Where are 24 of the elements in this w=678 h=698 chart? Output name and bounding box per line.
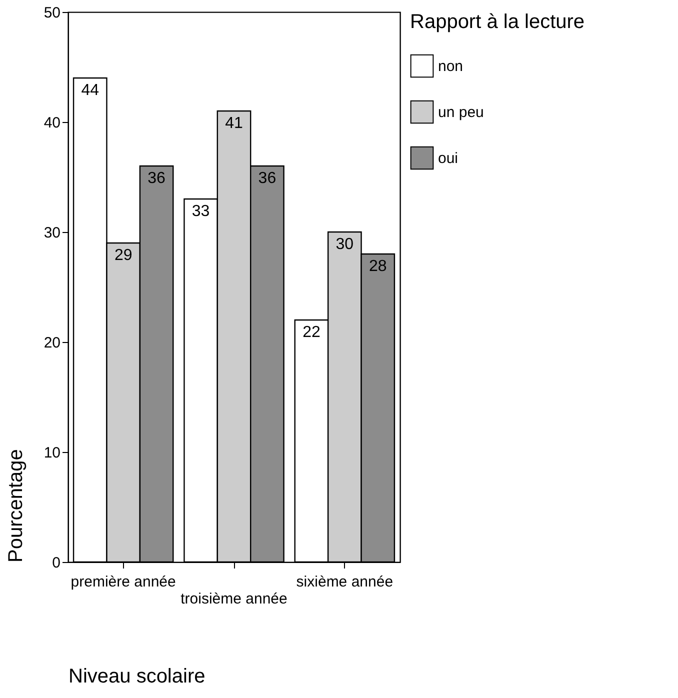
x-tick-label: première année — [70, 574, 176, 590]
data-label: 30 — [336, 236, 354, 253]
legend-label: un peu — [438, 104, 484, 121]
y-axis-title: Pourcentage — [4, 449, 27, 562]
y-tick-label: 50 — [44, 4, 60, 22]
data-label: 36 — [148, 170, 166, 187]
legend-label: oui — [438, 150, 458, 167]
data-label: 33 — [192, 203, 210, 220]
y-tick-label: 20 — [44, 334, 60, 352]
data-label: 28 — [368, 258, 387, 275]
x-tick-label: troisième année — [180, 590, 288, 608]
data-label: 29 — [114, 247, 132, 264]
legend-label: non — [438, 58, 464, 75]
data-label: 36 — [258, 170, 276, 187]
x-tick-label: sixième année — [296, 574, 394, 590]
y-tick-label: 30 — [44, 224, 60, 242]
y-tick-label: 40 — [44, 114, 60, 132]
data-label: 44 — [81, 82, 100, 99]
data-label: 41 — [225, 115, 243, 132]
x-axis-title: Niveau scolaire — [68, 666, 206, 688]
y-tick-label: 0 — [52, 554, 60, 572]
data-label: 22 — [302, 324, 320, 341]
y-tick-label: 10 — [44, 444, 60, 462]
legend-title: Rapport à la lecture — [410, 11, 585, 33]
